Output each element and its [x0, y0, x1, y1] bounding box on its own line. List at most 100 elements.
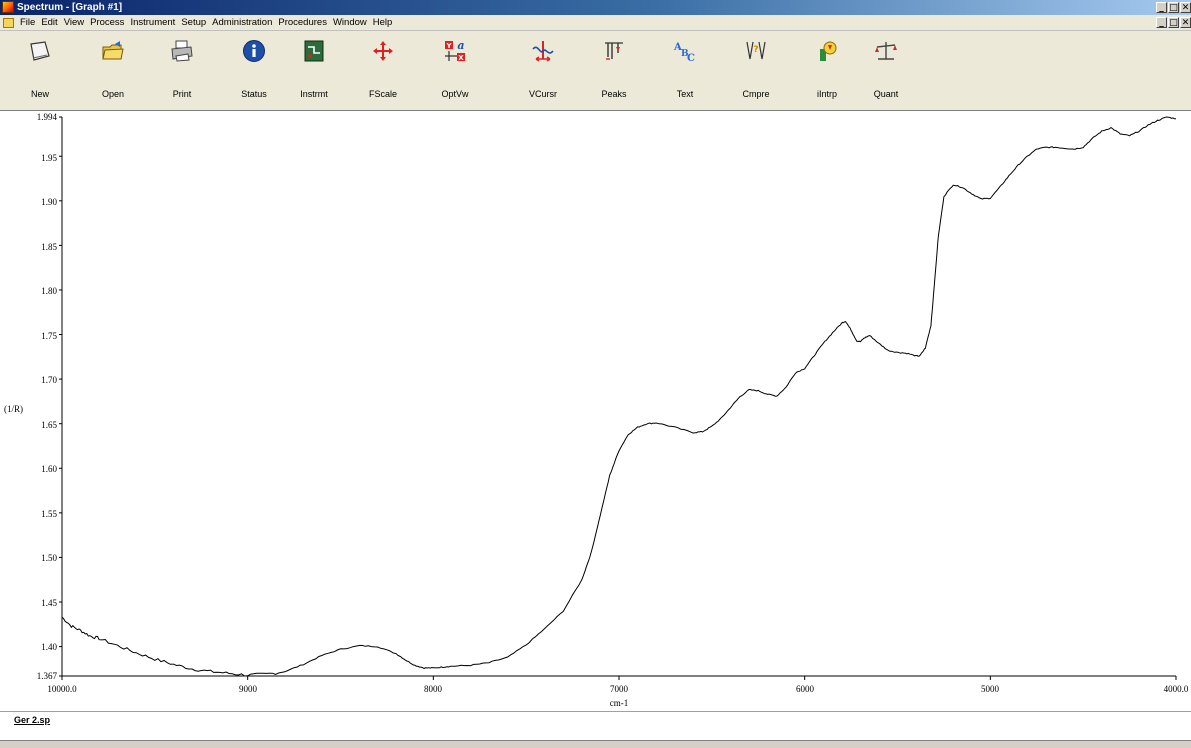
menu-help[interactable]: Help: [372, 17, 393, 28]
menu-process[interactable]: Process: [90, 17, 125, 28]
options-view-icon: Y a X: [445, 39, 465, 62]
x-axis: 10000.0 9000 8000 7000 6000 5000 4000.0 …: [47, 675, 1189, 708]
print-label: Print: [172, 89, 192, 99]
fscale-button[interactable]: FScale: [353, 33, 413, 99]
quant-label: Quant: [873, 89, 899, 99]
doc-close-button[interactable]: ✕: [1180, 17, 1191, 28]
text-button[interactable]: A B C Text: [655, 33, 715, 99]
y-axis-label: (1/R): [4, 404, 23, 414]
optvw-button[interactable]: Y a X OptVw: [425, 33, 485, 99]
scales-icon: [875, 42, 897, 60]
x-tick-label: 4000.0: [1164, 684, 1189, 694]
y-tick-label: 1.85: [41, 242, 57, 252]
restore-button[interactable]: □: [1168, 2, 1179, 13]
y-tick-label: 1.90: [41, 197, 57, 207]
y-tick-label: 1.50: [41, 553, 57, 563]
menu-list: File Edit View Process Instrument Setup …: [17, 15, 395, 31]
x-tick-label: 5000: [981, 684, 1000, 694]
interpret-icon: [820, 41, 837, 61]
quant-button[interactable]: Quant: [856, 33, 916, 99]
print-button[interactable]: Print: [152, 33, 212, 99]
peaks-icon: [605, 42, 623, 60]
open-icon: [102, 41, 124, 60]
toolbar: New Open Print Status Instrmt: [0, 31, 1191, 111]
new-icon: [30, 41, 50, 61]
peaks-button[interactable]: Peaks: [584, 33, 644, 99]
svg-text:A: A: [673, 42, 682, 53]
y-tick-label: 1.40: [41, 642, 57, 652]
status-button[interactable]: Status: [224, 33, 284, 99]
menu-procedures[interactable]: Procedures: [278, 17, 327, 28]
iintrp-label: iIntrp: [816, 89, 837, 99]
y-tick-label: 1.70: [41, 375, 57, 385]
fscale-label: FScale: [368, 89, 397, 99]
spectrum-chart[interactable]: 1.994 1.95 1.90 1.85 1.80 1.75 1.70 1.65…: [0, 111, 1191, 711]
title-bar: Spectrum - [Graph #1] _ □ ✕: [0, 0, 1191, 15]
menu-file[interactable]: File: [20, 17, 36, 28]
menu-administration[interactable]: Administration: [212, 17, 273, 28]
cmpre-button[interactable]: ? Cmpre: [726, 33, 786, 99]
y-tick-label: 1.994: [37, 112, 58, 122]
svg-text:X: X: [458, 54, 464, 62]
menu-instrument[interactable]: Instrument: [130, 17, 176, 28]
text-icon: A B C: [673, 42, 695, 63]
move-arrows-icon: [373, 41, 393, 61]
window-controls: _ □ ✕: [1156, 2, 1191, 13]
y-axis: 1.994 1.95 1.90 1.85 1.80 1.75 1.70 1.65…: [4, 112, 63, 681]
print-icon: [171, 40, 193, 62]
vcursr-label: VCursr: [528, 89, 557, 99]
window-title: Spectrum - [Graph #1]: [17, 2, 123, 13]
info-icon: [243, 40, 265, 62]
y-tick-label: 1.60: [41, 464, 57, 474]
x-tick-label: 9000: [239, 684, 258, 694]
series-line: [61, 116, 1176, 677]
cmpre-label: Cmpre: [742, 89, 770, 99]
x-tick-label: 7000: [610, 684, 629, 694]
instrument-button[interactable]: Instrmt: [284, 33, 344, 99]
doc-restore-button[interactable]: □: [1168, 17, 1179, 28]
menu-edit[interactable]: Edit: [41, 17, 58, 28]
iintrp-button[interactable]: iIntrp: [797, 33, 857, 99]
y-tick-label: 1.55: [41, 509, 57, 519]
vcursr-button[interactable]: VCursr: [513, 33, 573, 99]
new-label: New: [30, 89, 49, 99]
status-bar: [0, 740, 1191, 748]
menu-window[interactable]: Window: [332, 17, 367, 28]
svg-text:Y: Y: [445, 42, 452, 50]
y-tick-label: 1.45: [41, 598, 57, 608]
text-label: Text: [676, 89, 694, 99]
compare-icon: ?: [746, 41, 766, 60]
svg-text:a: a: [457, 39, 464, 52]
document-icon[interactable]: [3, 18, 14, 28]
y-tick-label: 1.95: [41, 153, 57, 163]
y-tick-label: 1.80: [41, 286, 57, 296]
menu-setup[interactable]: Setup: [181, 17, 207, 28]
minimize-button[interactable]: _: [1156, 2, 1167, 13]
svg-text:B: B: [681, 49, 689, 59]
x-tick-label: 8000: [424, 684, 443, 694]
close-button[interactable]: ✕: [1180, 2, 1191, 13]
svg-text:?: ?: [753, 45, 758, 55]
y-tick-label: 1.367: [37, 671, 58, 681]
instrument-label: Instrmt: [300, 89, 328, 99]
new-button[interactable]: New: [10, 33, 70, 99]
cursor-icon: [532, 41, 554, 62]
document-window-controls: _ □ ✕: [1156, 17, 1191, 28]
peaks-label: Peaks: [601, 89, 627, 99]
x-axis-label: cm-1: [610, 698, 629, 708]
menu-view[interactable]: View: [63, 17, 85, 28]
optvw-label: OptVw: [441, 89, 469, 99]
instrument-icon: [304, 40, 324, 62]
x-tick-label: 10000.0: [47, 684, 77, 694]
doc-minimize-button[interactable]: _: [1156, 17, 1167, 28]
open-button[interactable]: Open: [83, 33, 143, 99]
axis-ticks: [59, 116, 1177, 680]
app-icon[interactable]: [2, 1, 14, 13]
y-tick-label: 1.65: [41, 420, 57, 430]
svg-text:C: C: [687, 53, 695, 63]
open-label: Open: [101, 89, 125, 99]
menu-bar: File Edit View Process Instrument Setup …: [0, 15, 1191, 31]
y-tick-label: 1.75: [41, 331, 57, 341]
file-name-label[interactable]: Ger 2.sp: [14, 715, 51, 725]
status-label: Status: [241, 89, 267, 99]
